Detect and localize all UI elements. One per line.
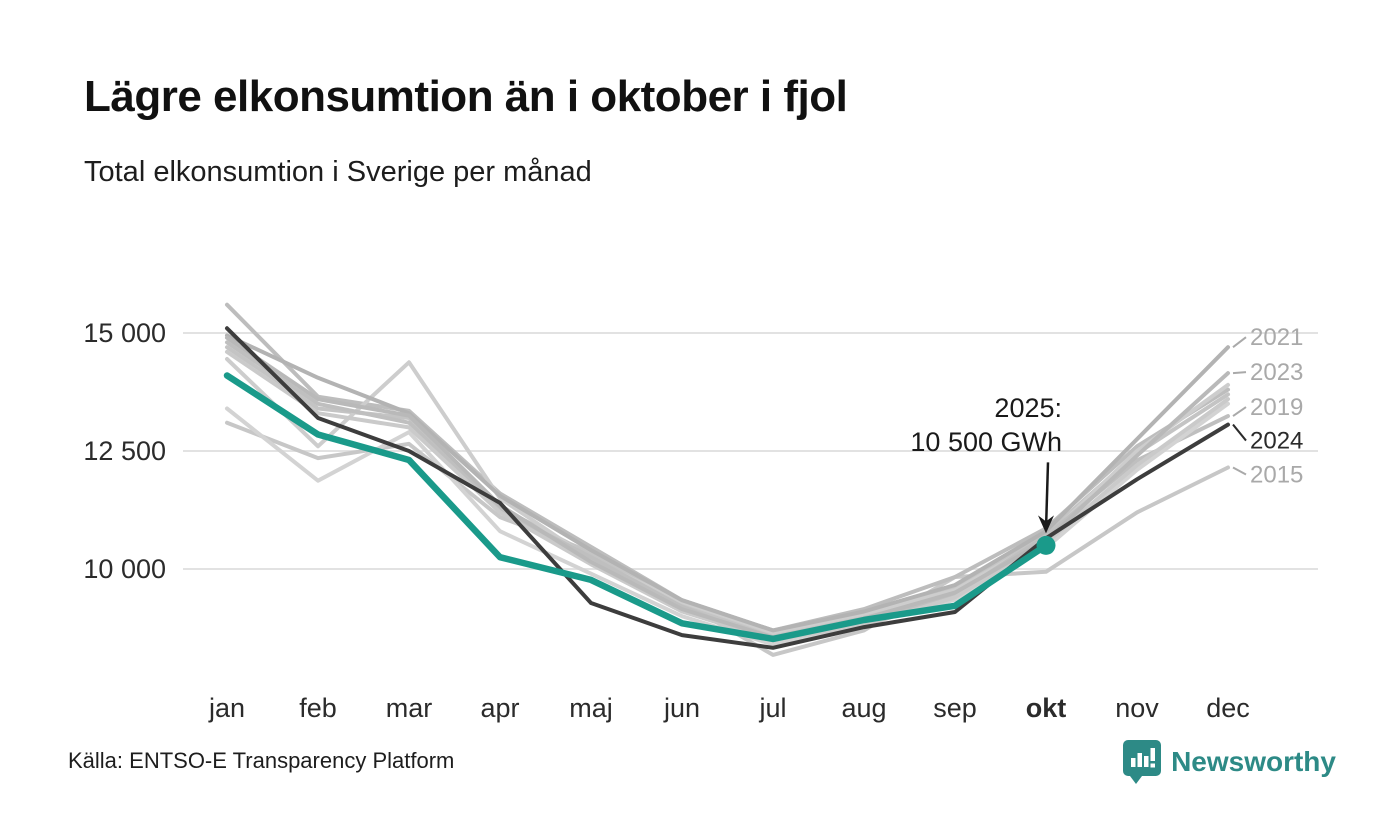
annotation-2025: 2025: 10 500 GWh: [910, 393, 1062, 534]
month-label-jun: jun: [663, 693, 700, 723]
okt-2025-data-point: [1036, 535, 1056, 555]
newsworthy-logo: Newsworthy: [1123, 740, 1336, 784]
month-label-maj: maj: [569, 693, 613, 723]
series-line-2022: [225, 349, 1230, 642]
y-axis-tick-labels: 15 000 12 500 10 000: [83, 318, 166, 584]
leader-line-2024: [1232, 423, 1247, 442]
newsworthy-bubble-chart-icon: [1123, 740, 1162, 784]
month-label-mar: mar: [386, 693, 433, 723]
series-line-2025: [223, 372, 1050, 643]
y-tick-label: 12 500: [83, 436, 166, 466]
chart-subtitle: Total elkonsumtion i Sverige per månad: [84, 156, 592, 188]
year-label-leader-lines: [1232, 336, 1247, 476]
y-tick-label: 15 000: [83, 318, 166, 348]
year-label-2015: 2015: [1250, 462, 1303, 489]
month-label-feb: feb: [299, 693, 337, 723]
month-label-sep: sep: [933, 693, 977, 723]
year-label-2019: 2019: [1250, 394, 1303, 421]
series-line-2016: [225, 302, 1230, 633]
leader-line-2015: [1232, 466, 1247, 476]
x-axis-month-labels: jan feb mar apr maj jun jul aug sep okt nov dec: [208, 693, 1250, 723]
year-end-labels: 2015 2019 2021 2023 2024: [1250, 324, 1303, 488]
month-label-dec: dec: [1206, 693, 1250, 723]
arrow-head: [1038, 515, 1054, 534]
series-line-2023: [225, 335, 1230, 640]
series-line-2024: [225, 326, 1230, 650]
latest-point-marker: [1036, 535, 1056, 555]
source-attribution: Källa: ENTSO-E Transparency Platform: [68, 748, 455, 773]
month-label-okt: okt: [1026, 693, 1067, 723]
leader-line-2021: [1232, 336, 1247, 348]
newsworthy-wordmark: Newsworthy: [1171, 746, 1336, 777]
year-label-2023: 2023: [1250, 359, 1303, 386]
annotation-value-text: 10 500 GWh: [910, 427, 1062, 457]
series-line-2017: [225, 345, 1230, 638]
month-label-jan: jan: [208, 693, 245, 723]
page-title: Lägre elkonsumtion än i oktober i fjol: [84, 72, 848, 121]
month-label-jul: jul: [758, 693, 786, 723]
series-line-2021: [225, 333, 1230, 633]
leader-line-2019: [1232, 406, 1247, 417]
leader-line-2023: [1232, 371, 1247, 375]
year-label-2024: 2024: [1250, 428, 1303, 455]
series-lines: [223, 302, 1230, 657]
annotation-arrow: [1038, 462, 1054, 534]
y-tick-label: 10 000: [83, 554, 166, 584]
month-label-apr: apr: [480, 693, 519, 723]
annotation-year-text: 2025:: [994, 393, 1062, 423]
arrow-shaft: [1044, 462, 1050, 530]
year-label-2021: 2021: [1250, 324, 1303, 351]
series-line-2019: [225, 340, 1230, 645]
month-label-nov: nov: [1115, 693, 1159, 723]
month-label-aug: aug: [841, 693, 886, 723]
